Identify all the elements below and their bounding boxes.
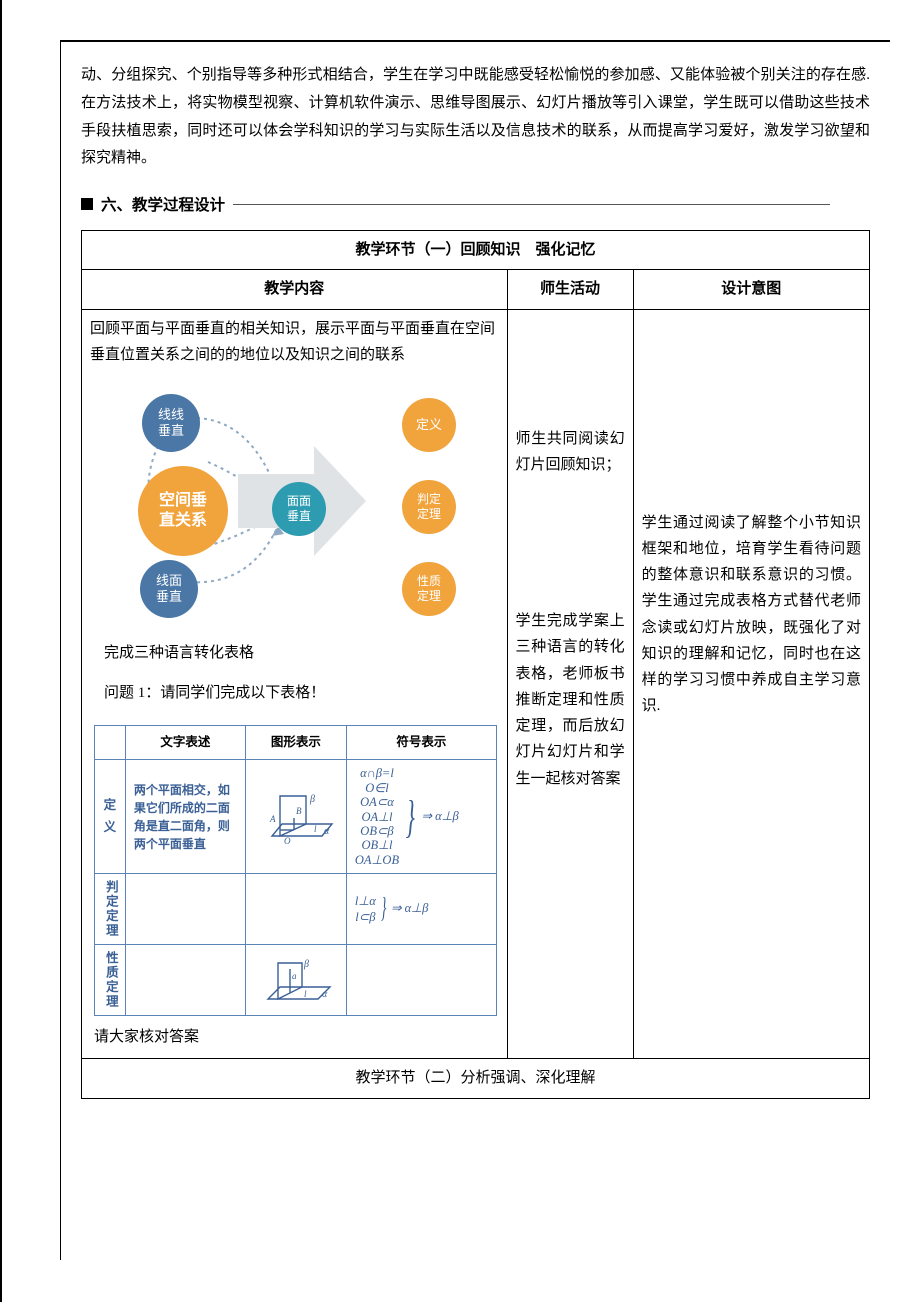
node-xingzhi: 性质 定理 [402,562,456,616]
teaching-content-cell: 回顾平面与平面垂直的相关知识，展示平面与平面垂直在空间垂直位置关系之间的的地位以… [82,309,508,1059]
phase-2-header-row: 教学环节（二）分析强调、深化理解 [82,1059,870,1098]
row-label-pd: 判定定理 [95,874,126,945]
pd-figure [245,874,346,945]
inner-h1: 文字表述 [125,725,245,760]
xz-figure: β α a l [245,945,346,1016]
svg-text:l: l [304,989,307,999]
inner-row-xz: 性质定理 β α a [95,945,497,1016]
phase-1-header-row: 教学环节（一）回顾知识 强化记忆 [82,231,870,270]
page: 动、分组探究、个别指导等多种形式相结合，学生在学习中既能感受轻松愉悦的参加感、又… [0,0,920,1302]
content-frame: 动、分组探究、个别指导等多种形式相结合，学生在学习中既能感受轻松愉悦的参加感、又… [60,40,890,1260]
xz-text [125,945,245,1016]
check-answer-text: 请大家核对答案 [94,1024,499,1050]
col-header-activity: 师生活动 [507,270,633,309]
three-language-table: 文字表述 图形表示 符号表示 定义 两个平面相交，如果它们所成的二面角是直二面角… [94,725,497,1017]
square-bullet-icon [81,198,93,210]
phase-1-title: 教学环节（一）回顾知识 强化记忆 [82,231,870,270]
brace-icon: } [406,801,415,833]
lesson-table: 教学环节（一）回顾知识 强化记忆 教学内容 师生活动 设计意图 回顾平面与平面垂… [81,230,870,1099]
svg-text:l: l [314,824,317,834]
section-title: 六、教学过程设计 [101,193,225,215]
pd-symbols: l⊥α l⊂β } ⇒ α⊥β [346,874,496,945]
node-panding: 判定 定理 [402,480,456,534]
svg-text:β: β [303,959,309,970]
node-xianxian: 线线 垂直 [142,394,200,452]
node-xianmian: 线面 垂直 [140,560,198,618]
section-rule [233,204,830,205]
row-label-def: 定义 [95,760,126,874]
xz-diagram-icon: β α a l [254,955,338,1005]
svg-text:a: a [292,971,297,981]
intent-cell: 学生通过阅读了解整个小节知识框架和地位，培育学生看待问题的整体意识和联系意识的习… [633,309,869,1059]
svg-text:α: α [324,826,330,837]
node-dingyi: 定义 [402,398,456,452]
sub-caption: 完成三种语言转化表格 [104,640,499,666]
node-mianmian: 面面 垂直 [272,482,326,536]
pd-text [125,874,245,945]
col-header-content: 教学内容 [82,270,508,309]
column-headers-row: 教学内容 师生活动 设计意图 [82,270,870,309]
review-intro-text: 回顾平面与平面垂直的相关知识，展示平面与平面垂直在空间垂直位置关系之间的的地位以… [90,316,499,369]
inner-row-pd: 判定定理 l⊥α l⊂β } ⇒ α⊥β [95,874,497,945]
row-label-xz: 性质定理 [95,945,126,1016]
svg-text:O: O [284,836,291,846]
svg-text:B: B [296,806,302,816]
def-diagram-icon: β α O A B l [254,788,338,846]
inner-row-def: 定义 两个平面相交，如果它们所成的二面角是直二面角，则两个平面垂直 [95,760,497,874]
section-header: 六、教学过程设计 [81,193,870,215]
intent-text: 学生通过阅读了解整个小节知识框架和地位，培育学生看待问题的整体意识和联系意识的习… [642,510,861,720]
xz-symbols [346,945,496,1016]
svg-text:A: A [269,814,276,824]
def-symbols: α∩β=l O∈l OA⊂α OA⊥l OB⊂β OB⊥l OA⊥OB } ⇒ … [346,760,496,874]
node-kongjian: 空间垂 直关系 [138,466,228,556]
question-1: 问题 1：请同学们完成以下表格！ [104,680,499,706]
def-figure: β α O A B l [245,760,346,874]
activity-p1: 师生共同阅读幻灯片回顾知识； [516,426,625,479]
brace-icon: } [381,899,387,919]
svg-text:β: β [309,794,315,805]
inner-h2: 图形表示 [245,725,346,760]
inner-h3: 符号表示 [346,725,496,760]
activity-cell: 师生共同阅读幻灯片回顾知识； 学生完成学案上三种语言的转化表格，老师板书推断定理… [507,309,633,1059]
inner-h0 [95,725,126,760]
concept-diagram: 线线 垂直 空间垂 直关系 面面 垂直 线面 垂直 [100,386,480,616]
svg-text:α: α [322,989,328,1000]
col-header-intent: 设计意图 [633,270,869,309]
def-text: 两个平面相交，如果它们所成的二面角是直二面角，则两个平面垂直 [125,760,245,874]
phase-2-title: 教学环节（二）分析强调、深化理解 [82,1059,870,1098]
content-row: 回顾平面与平面垂直的相关知识，展示平面与平面垂直在空间垂直位置关系之间的的地位以… [82,309,870,1059]
activity-p2: 学生完成学案上三种语言的转化表格，老师板书推断定理和性质定理，而后放幻灯片幻灯片… [516,608,625,792]
inner-header-row: 文字表述 图形表示 符号表示 [95,725,497,760]
intro-paragraph: 动、分组探究、个别指导等多种形式相结合，学生在学习中既能感受轻松愉悦的参加感、又… [81,62,870,173]
